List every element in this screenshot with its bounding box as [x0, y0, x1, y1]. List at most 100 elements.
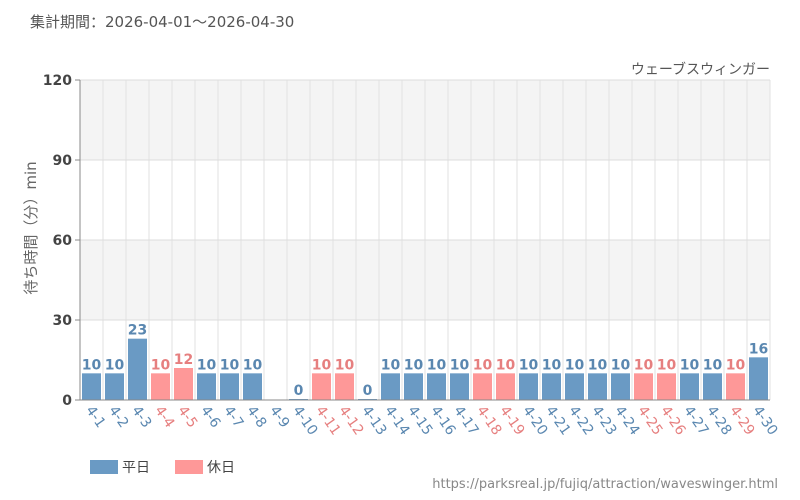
- bar-value-label: 10: [82, 357, 102, 373]
- x-tick-label: 4-1: [82, 403, 108, 431]
- bar: [726, 373, 745, 400]
- x-tick-label: 4-3: [128, 403, 154, 431]
- x-tick-label: 4-11: [312, 403, 343, 438]
- bar-value-label: 10: [243, 357, 263, 373]
- bar: [657, 373, 676, 400]
- bar: [542, 373, 561, 400]
- x-tick-label: 4-16: [427, 403, 458, 438]
- x-tick-label: 4-29: [726, 403, 757, 438]
- bar-value-label: 10: [450, 357, 470, 373]
- bar-value-label: 10: [657, 357, 677, 373]
- x-tick-label: 4-13: [358, 403, 389, 438]
- x-tick-label: 4-12: [335, 403, 366, 438]
- period-label: 集計期間：2026-04-01～2026-04-30: [30, 13, 294, 31]
- x-tick-label: 4-30: [749, 403, 780, 438]
- x-tick-label: 4-6: [197, 403, 223, 431]
- bar-value-label: 10: [312, 357, 332, 373]
- bar: [174, 368, 193, 400]
- chart-title: ウェーブスウィンガー: [631, 61, 770, 78]
- bar: [404, 373, 423, 400]
- bar: [335, 373, 354, 400]
- y-tick-label: 120: [43, 73, 72, 89]
- x-axis-ticks: 4-14-24-34-44-54-64-74-84-94-104-114-124…: [82, 403, 780, 438]
- legend-label-weekday: 平日: [122, 460, 150, 476]
- bar-value-label: 0: [363, 383, 373, 399]
- bar: [611, 373, 630, 400]
- x-tick-label: 4-14: [381, 403, 412, 438]
- bar: [703, 373, 722, 400]
- y-axis-ticks: 0 30 60 90 120: [43, 73, 80, 409]
- source-url[interactable]: https://parksreal.jp/fujiq/attraction/wa…: [432, 477, 778, 492]
- bar: [243, 373, 262, 400]
- x-tick-label: 4-23: [588, 403, 619, 438]
- x-tick-label: 4-7: [220, 403, 246, 431]
- bar: [634, 373, 653, 400]
- grid-lines: [80, 79, 771, 400]
- legend-swatch-holiday: [175, 460, 203, 474]
- bar-value-label: 10: [496, 357, 516, 373]
- x-tick-label: 4-27: [680, 403, 711, 438]
- bar-value-label: 10: [404, 357, 424, 373]
- bar: [588, 373, 607, 400]
- bar-value-label: 10: [680, 357, 700, 373]
- bar-value-label: 10: [703, 357, 723, 373]
- bar: [680, 373, 699, 400]
- x-tick-label: 4-15: [404, 403, 435, 438]
- bar: [450, 373, 469, 400]
- bar: [519, 373, 538, 400]
- bar: [749, 357, 768, 400]
- bar: [128, 338, 147, 400]
- x-tick-label: 4-25: [634, 403, 665, 438]
- x-tick-label: 4-10: [289, 403, 320, 438]
- bar: [312, 373, 331, 400]
- bar-value-label: 10: [427, 357, 447, 373]
- bar-value-label: 10: [473, 357, 493, 373]
- x-tick-label: 4-5: [174, 403, 200, 431]
- bar: [473, 373, 492, 400]
- bar: [496, 373, 515, 400]
- bar: [220, 373, 239, 400]
- bar-value-label: 10: [381, 357, 401, 373]
- x-tick-label: 4-18: [473, 403, 504, 438]
- x-tick-label: 4-19: [496, 403, 527, 438]
- bar: [151, 373, 170, 400]
- bar-value-label: 10: [634, 357, 654, 373]
- legend-swatch-weekday: [90, 460, 118, 474]
- bar-value-label: 12: [174, 352, 193, 368]
- legend-label-holiday: 休日: [207, 460, 235, 476]
- bar: [105, 373, 124, 400]
- x-tick-label: 4-2: [105, 403, 131, 431]
- bar-value-label: 16: [749, 341, 768, 357]
- x-tick-label: 4-21: [542, 403, 573, 438]
- x-tick-label: 4-26: [657, 403, 688, 438]
- bar: [82, 373, 101, 400]
- x-tick-label: 4-4: [151, 403, 177, 431]
- legend: 平日 休日: [90, 460, 235, 476]
- bar: [381, 373, 400, 400]
- bar-value-label: 10: [611, 357, 631, 373]
- x-tick-label: 4-20: [519, 403, 550, 438]
- x-tick-label: 4-22: [565, 403, 596, 438]
- bar-value-label: 10: [105, 357, 125, 373]
- y-tick-label: 90: [53, 153, 73, 169]
- bar-value-label: 10: [220, 357, 240, 373]
- bar: [197, 373, 216, 400]
- x-tick-label: 4-24: [611, 403, 642, 438]
- bar: [427, 373, 446, 400]
- bar-value-label: 10: [519, 357, 539, 373]
- bar-value-label: 10: [588, 357, 608, 373]
- x-tick-label: 4-17: [450, 403, 481, 438]
- bar-value-label: 10: [335, 357, 355, 373]
- bar-value-label: 10: [197, 357, 217, 373]
- bar-value-label: 23: [128, 323, 147, 339]
- bar-value-label: 10: [151, 357, 171, 373]
- x-tick-label: 4-8: [243, 403, 269, 431]
- x-tick-label: 4-28: [703, 403, 734, 438]
- bar-value-label: 10: [726, 357, 746, 373]
- y-tick-label: 60: [53, 233, 73, 249]
- bar: [565, 373, 584, 400]
- y-axis-label: 待ち時間（分）min: [22, 161, 40, 294]
- y-tick-label: 30: [53, 313, 73, 329]
